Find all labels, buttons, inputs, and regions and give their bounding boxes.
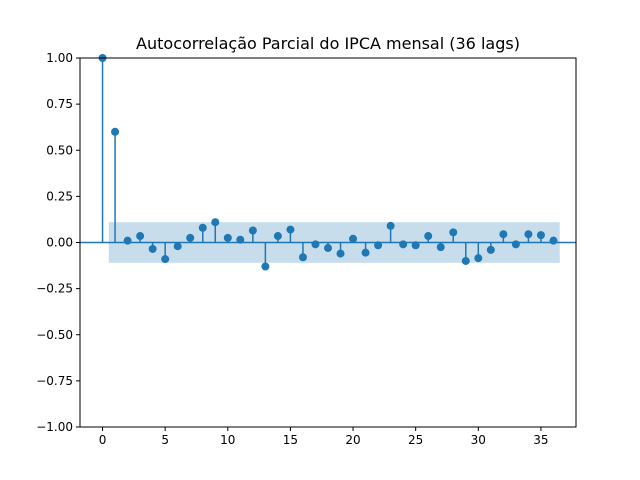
pacf-point: [486, 245, 495, 254]
y-tick-label: −0.75: [36, 374, 73, 388]
pacf-point: [424, 232, 433, 241]
pacf-point: [511, 240, 520, 249]
pacf-point: [261, 262, 270, 271]
pacf-point: [399, 240, 408, 249]
y-tick-label: 1.00: [46, 51, 73, 65]
pacf-point: [524, 230, 533, 239]
pacf-point: [549, 236, 558, 245]
chart-title: Autocorrelação Parcial do IPCA mensal (3…: [136, 34, 520, 53]
x-tick-label: 30: [471, 433, 486, 447]
pacf-point: [198, 223, 207, 232]
pacf-point: [211, 218, 220, 227]
pacf-point: [361, 248, 370, 257]
x-tick-label: 0: [99, 433, 107, 447]
pacf-point: [461, 256, 470, 265]
pacf-point: [223, 233, 232, 242]
y-tick-label: −1.00: [36, 420, 73, 434]
pacf-point: [311, 240, 320, 249]
y-tick-label: 0.25: [46, 189, 73, 203]
pacf-point: [436, 243, 445, 252]
y-tick-label: −0.50: [36, 328, 73, 342]
x-tick-label: 20: [345, 433, 360, 447]
pacf-point: [449, 228, 458, 237]
y-tick-label: 0.50: [46, 143, 73, 157]
pacf-point: [248, 226, 257, 235]
pacf-point: [148, 244, 157, 253]
pacf-point: [298, 253, 307, 262]
pacf-point: [136, 232, 145, 241]
pacf-point: [349, 234, 358, 243]
x-tick-label: 10: [220, 433, 235, 447]
pacf-point: [324, 244, 332, 253]
pacf-point: [111, 127, 120, 136]
pacf-point: [173, 242, 182, 251]
pacf-point: [286, 225, 295, 234]
pacf-point: [186, 233, 195, 242]
x-tick-label: 15: [283, 433, 298, 447]
pacf-point: [374, 241, 383, 250]
pacf-point: [236, 235, 245, 244]
pacf-point: [474, 254, 483, 263]
pacf-point: [123, 236, 132, 245]
pacf-point: [386, 221, 395, 230]
pacf-point: [411, 241, 420, 250]
y-tick-label: −0.25: [36, 282, 73, 296]
pacf-point: [499, 230, 508, 239]
pacf-point: [161, 255, 170, 264]
x-tick-label: 35: [533, 433, 548, 447]
pacf-point: [336, 249, 345, 258]
x-tick-label: 5: [161, 433, 169, 447]
pacf-point: [536, 231, 545, 240]
pacf-point: [273, 232, 282, 241]
y-tick-label: 0.75: [46, 97, 73, 111]
y-tick-label: 0.00: [46, 236, 73, 250]
x-tick-label: 25: [408, 433, 423, 447]
